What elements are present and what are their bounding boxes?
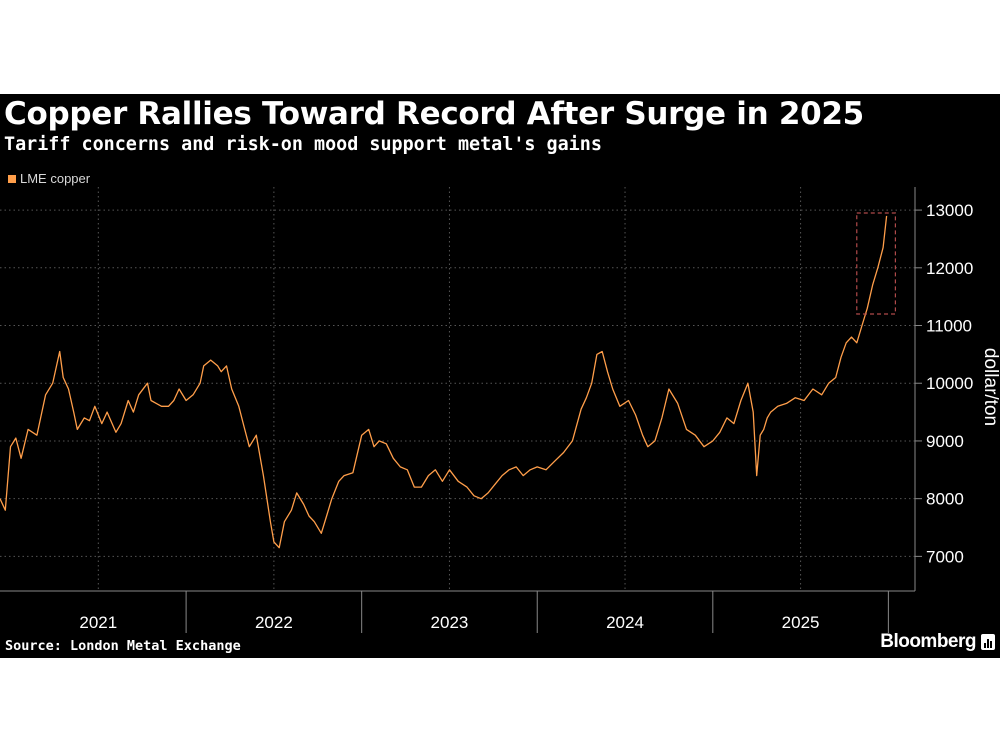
x-tick-label: 2024 xyxy=(606,613,644,632)
y-tick-label: 13000 xyxy=(926,201,973,220)
x-tick-label: 2021 xyxy=(79,613,117,632)
legend-swatch xyxy=(8,174,16,183)
legend: LME copper xyxy=(8,171,90,186)
bloomberg-chart-icon xyxy=(981,634,995,650)
y-tick-label: 9000 xyxy=(926,432,964,451)
series-line-lme-copper xyxy=(0,215,888,549)
line-chart: 2021 2022 2023 2024 2025 7000 8000 9000 10000 11… xyxy=(0,187,1000,633)
y-tick-label: 8000 xyxy=(926,490,964,509)
x-tick-label: 2023 xyxy=(431,613,469,632)
chart-panel: 2021 2022 2023 2024 2025 7000 8000 9000 10000 11… xyxy=(0,94,1000,658)
y-tick-label: 7000 xyxy=(926,547,964,566)
chart-subtitle: Tariff concerns and risk-on mood support… xyxy=(4,134,602,155)
legend-label: LME copper xyxy=(20,171,91,186)
bloomberg-logo: Bloomberg xyxy=(880,631,995,653)
x-tick-label: 2022 xyxy=(255,613,293,632)
brand-name: Bloomberg xyxy=(880,631,976,652)
highlight-box xyxy=(856,212,896,315)
y-tick-label: 12000 xyxy=(926,259,973,278)
y-tick-label: 10000 xyxy=(926,374,973,393)
x-tick-label: 2025 xyxy=(782,613,820,632)
y-axis-label: dollar/ton xyxy=(980,348,1000,426)
chart-title: Copper Rallies Toward Record After Surge… xyxy=(4,96,864,132)
y-tick-label: 11000 xyxy=(926,317,972,336)
source-note: Source: London Metal Exchange xyxy=(5,638,241,654)
